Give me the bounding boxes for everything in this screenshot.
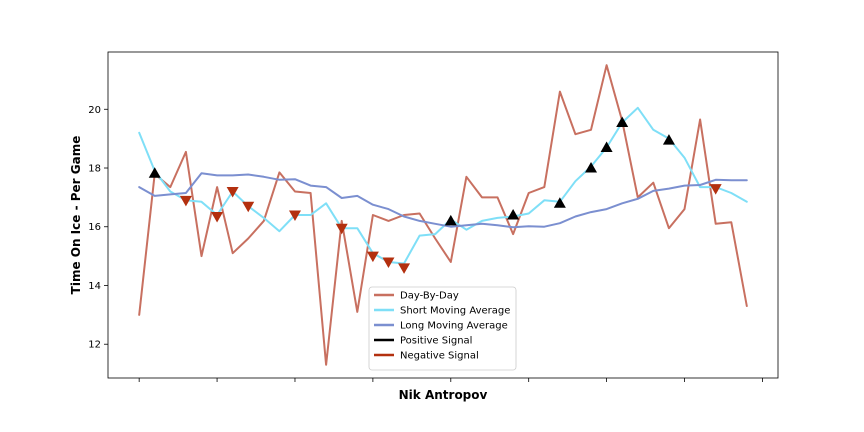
legend-entry-label: Positive Signal	[400, 336, 472, 347]
positive-signal-marker	[444, 214, 457, 226]
negative-signal-marker	[709, 184, 722, 195]
y-tick-label: 12	[88, 340, 101, 351]
series-line-day-by-day	[138, 64, 748, 366]
legend-box	[368, 286, 517, 371]
series-line-long-moving-average	[138, 172, 748, 229]
series-line-short-moving-average	[138, 106, 748, 265]
positive-signal-marker	[507, 209, 520, 220]
negative-signal-marker	[242, 201, 255, 213]
axes-frame	[107, 51, 779, 379]
positive-signal-marker	[616, 116, 629, 127]
negative-signal-marker	[398, 263, 411, 274]
marker-layer	[148, 116, 722, 274]
y-axis-title: Time On Ice - Per Game	[69, 136, 83, 295]
legend-entry-label: Negative Signal	[400, 351, 479, 362]
legend-entry-label: Day-By-Day	[400, 291, 459, 302]
positive-signal-marker	[148, 167, 161, 178]
negative-signal-marker	[179, 195, 192, 207]
positive-signal-marker	[585, 162, 598, 173]
negative-signal-marker	[288, 210, 301, 221]
series-layer	[138, 64, 748, 366]
negative-signal-marker	[226, 187, 239, 198]
y-tick-label: 18	[88, 164, 101, 175]
x-axis-title: Nik Antropov	[399, 388, 488, 402]
positive-signal-marker	[553, 197, 566, 208]
y-tick-label: 20	[88, 105, 101, 116]
legend-entry-label: Long Moving Average	[400, 321, 508, 332]
frame-layer: 12 14 16 18 20	[88, 51, 779, 382]
negative-signal-marker	[211, 211, 224, 223]
negative-signal-marker	[335, 223, 348, 235]
legend: Day-By-Day Short Moving Average Long Movin…	[368, 286, 517, 371]
positive-signal-marker	[600, 141, 613, 152]
y-tick-label: 14	[88, 281, 101, 292]
y-tick-label: 16	[88, 222, 101, 233]
negative-signal-marker	[382, 257, 395, 268]
legend-entry-label: Short Moving Average	[400, 306, 510, 317]
negative-signal-marker	[366, 251, 379, 263]
positive-signal-marker	[662, 134, 675, 145]
